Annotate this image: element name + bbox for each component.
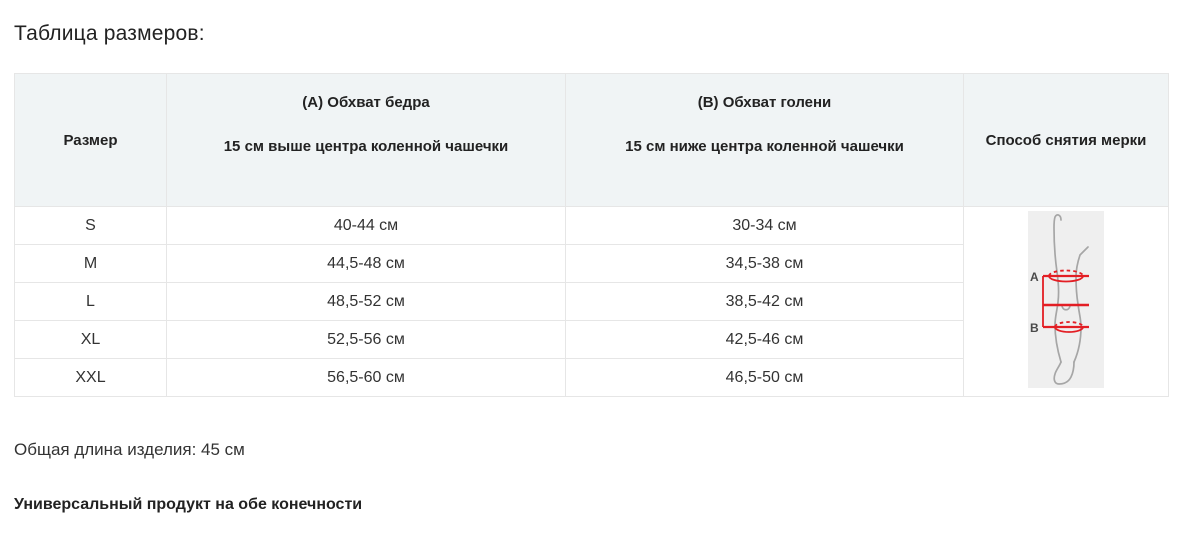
header-size: Размер (14, 73, 167, 207)
size-table: Размер (A) Обхват бедра 15 см выше центр… (14, 73, 1169, 397)
size-cell: M (14, 244, 167, 283)
total-length-note: Общая длина изделия: 45 см (14, 440, 245, 459)
header-calf-title: (B) Обхват голени (697, 94, 832, 111)
header-calf: (B) Обхват голени 15 см ниже центра коле… (565, 73, 964, 207)
diagram-label-b: B (1030, 321, 1039, 335)
thigh-cell: 56,5-60 см (166, 358, 566, 397)
thigh-cell: 52,5-56 см (166, 320, 566, 359)
measurement-diagram-image: A B (1028, 210, 1104, 388)
page-title: Таблица размеров: (14, 22, 205, 45)
thigh-cell: 48,5-52 см (166, 282, 566, 321)
measurement-marks-icon (1042, 269, 1089, 333)
size-cell: S (14, 206, 167, 245)
calf-cell: 46,5-50 см (565, 358, 964, 397)
thigh-cell: 44,5-48 см (166, 244, 566, 283)
header-thigh-subtitle: 15 см выше центра коленной чашечки (223, 138, 509, 155)
header-size-label: Размер (63, 131, 118, 149)
table-row: L 48,5-52 см 38,5-42 см (14, 282, 1169, 321)
table-row: S 40-44 см 30-34 см (14, 206, 1169, 397)
measurement-diagram-cell: A B (963, 206, 1169, 397)
table-row: M 44,5-48 см 34,5-38 см (14, 244, 1169, 283)
size-cell: XL (14, 320, 167, 359)
leg-outline-icon (1053, 213, 1089, 385)
size-cell: L (14, 282, 167, 321)
calf-cell: 42,5-46 см (565, 320, 964, 359)
header-method-label: Способ снятия мерки (985, 131, 1147, 149)
size-cell: XXL (14, 358, 167, 397)
header-measurement-method: Способ снятия мерки (963, 73, 1169, 207)
diagram-label-a: A (1030, 270, 1039, 284)
universal-product-note: Универсальный продукт на обе конечности (14, 496, 363, 513)
header-calf-subtitle: 15 см ниже центра коленной чашечки (625, 138, 904, 155)
thigh-cell: 40-44 см (166, 206, 566, 245)
table-row: XXL 56,5-60 см 46,5-50 см (14, 358, 1169, 397)
header-thigh-title: (A) Обхват бедра (302, 94, 430, 111)
calf-cell: 34,5-38 см (565, 244, 964, 283)
header-thigh: (A) Обхват бедра 15 см выше центра колен… (166, 73, 566, 207)
table-header-row: Размер (A) Обхват бедра 15 см выше центр… (14, 73, 1169, 207)
calf-cell: 38,5-42 см (565, 282, 964, 321)
calf-cell: 30-34 см (565, 206, 964, 245)
leg-measurement-diagram: A B (1030, 213, 1089, 385)
